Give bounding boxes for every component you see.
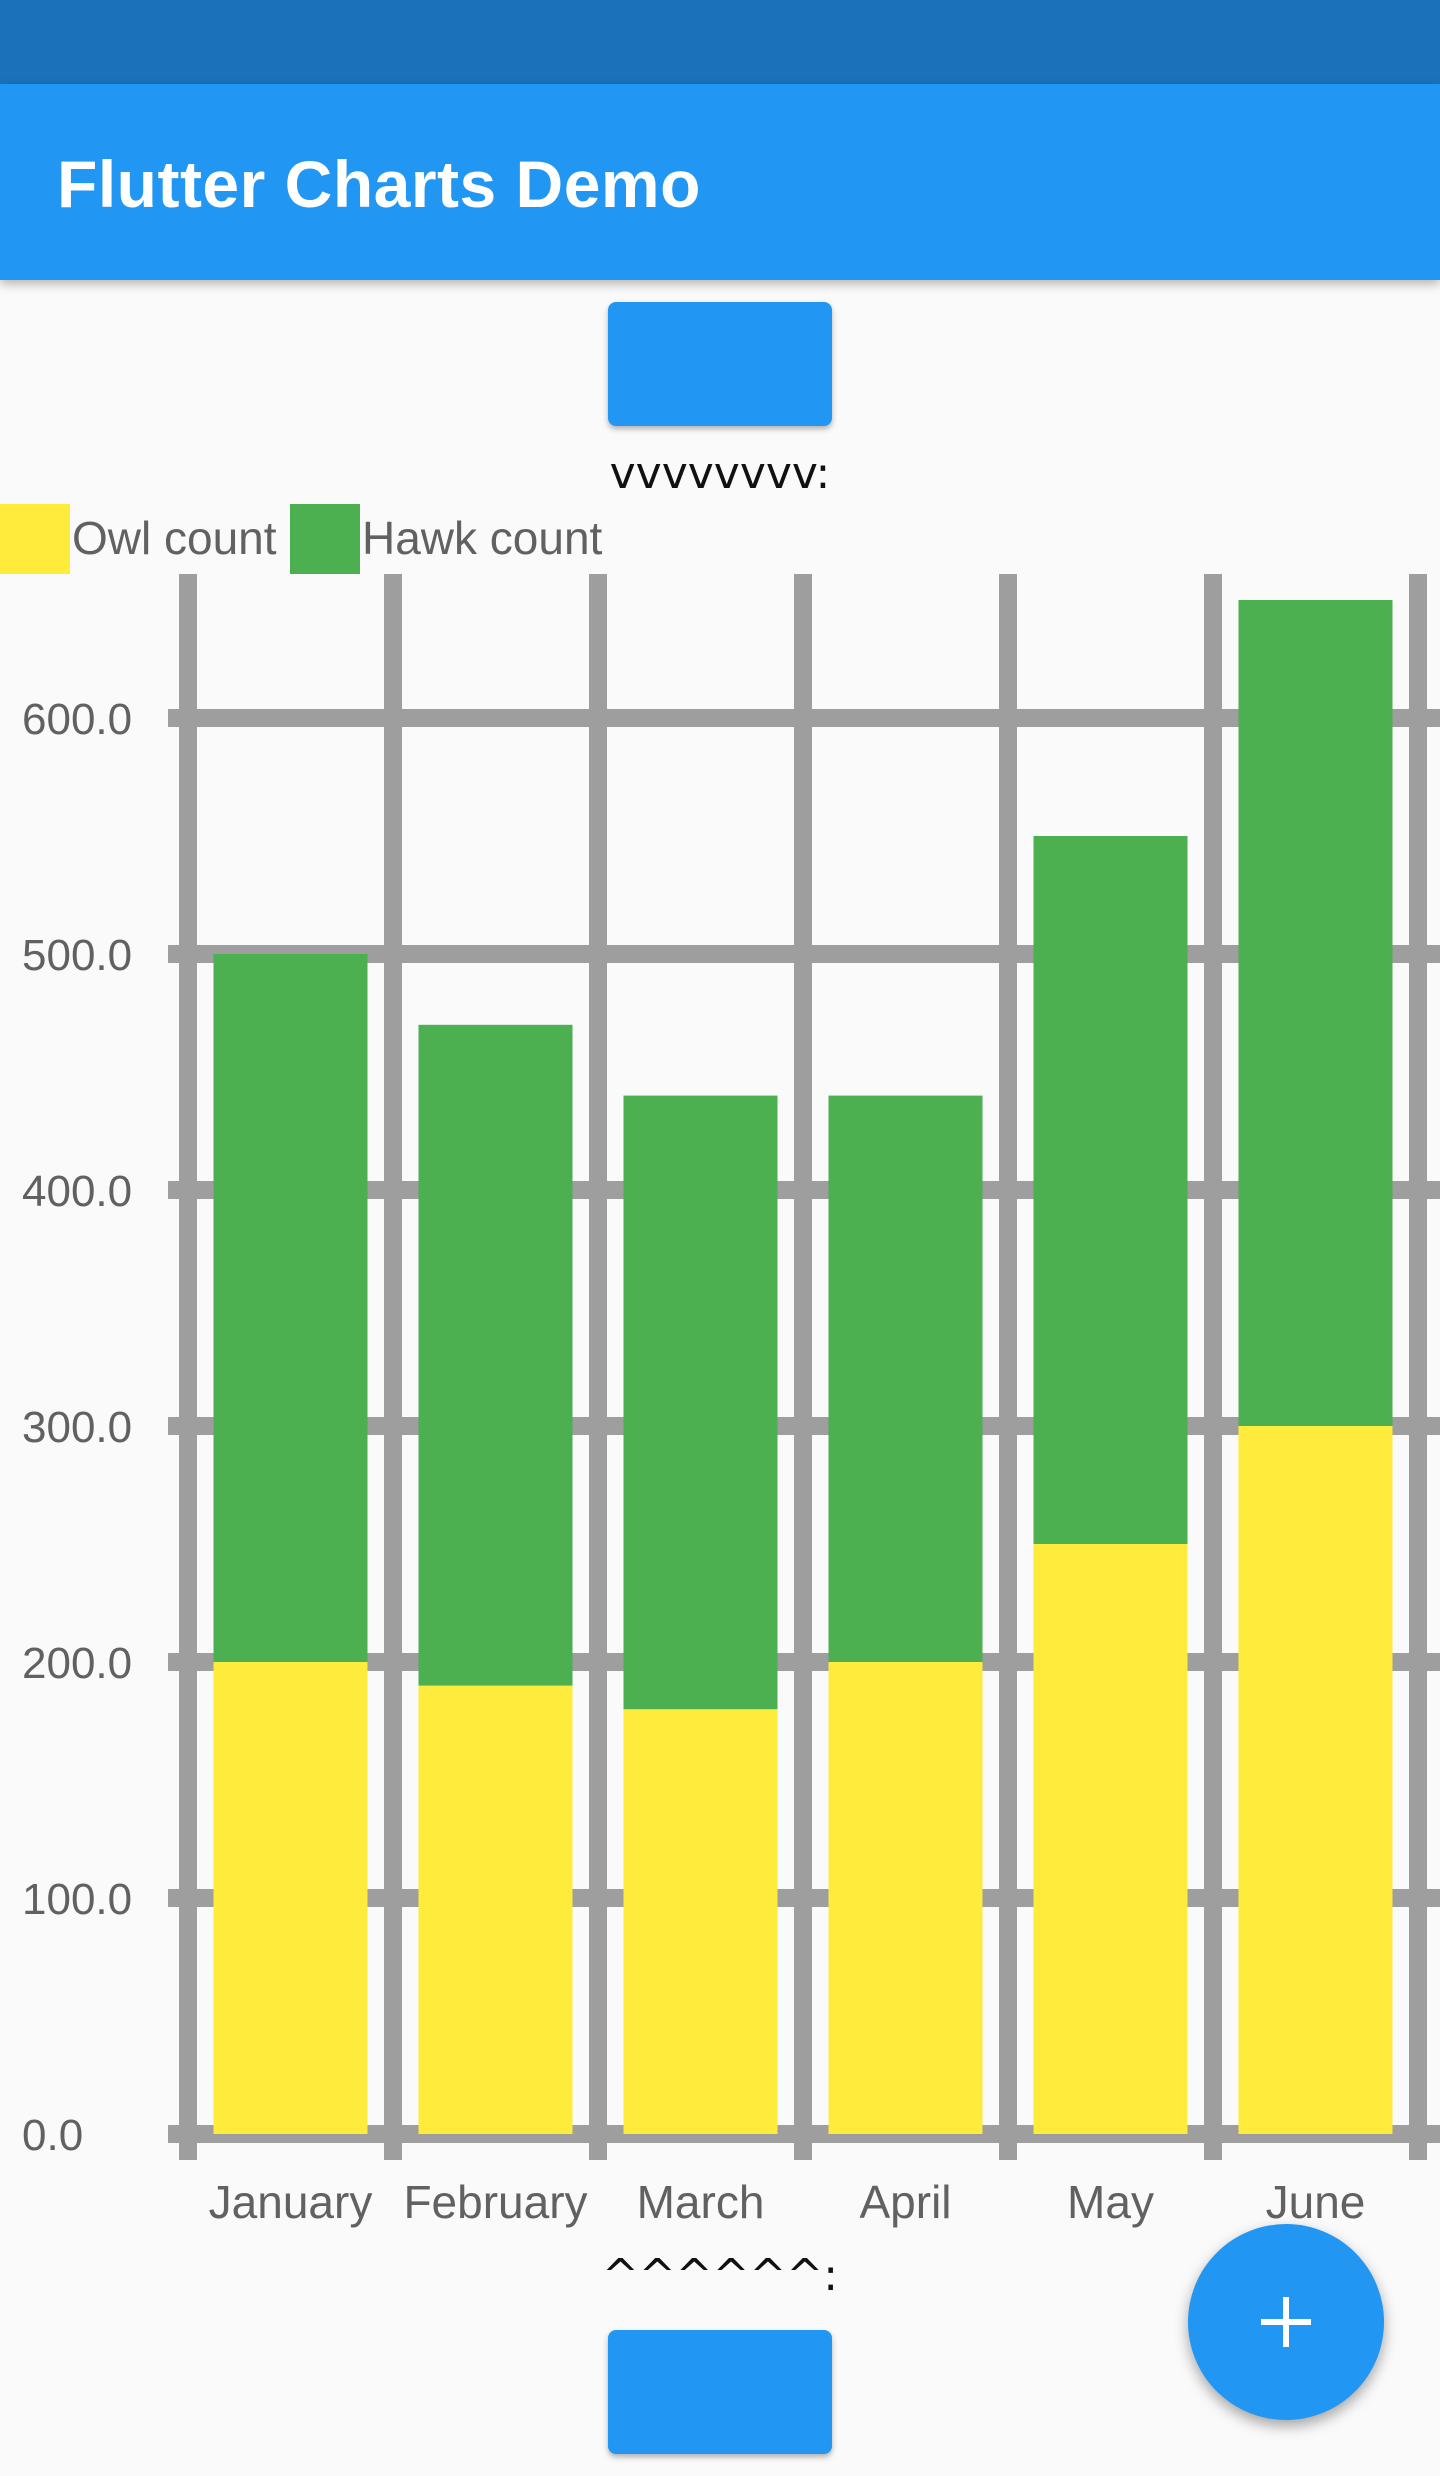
y-tick-label: 200.0 — [22, 1639, 132, 1688]
x-tick-label: May — [1067, 2176, 1154, 2228]
grid-line-v — [1204, 574, 1222, 2160]
y-tick-label: 600.0 — [22, 695, 132, 744]
legend-label: Owl count — [72, 512, 277, 564]
bar-owl — [213, 1662, 368, 2134]
legend-label: Hawk count — [362, 512, 603, 564]
y-tick-label: 500.0 — [22, 931, 132, 980]
x-tick-label: March — [637, 2176, 765, 2228]
legend-swatch — [0, 504, 70, 574]
x-tick-label: January — [209, 2176, 373, 2228]
bar-owl — [418, 1685, 573, 2134]
grid-line-v — [794, 574, 812, 2160]
bar-hawk — [828, 1095, 983, 1662]
stacked-bar-chart: January February March April May June 0.0 100.0… — [0, 504, 1440, 2228]
bar-hawk — [418, 1024, 573, 1686]
bar-owl — [828, 1662, 983, 2134]
app-bar: Flutter Charts Demo — [0, 84, 1440, 280]
y-tick-label: 400.0 — [22, 1167, 132, 1216]
y-tick-label: 0.0 — [22, 2111, 83, 2160]
app-title: Flutter Charts Demo — [57, 147, 701, 221]
legend-swatch — [290, 504, 360, 574]
bar-owl — [1238, 1426, 1393, 2134]
grid-line-v — [999, 574, 1017, 2160]
bar-hawk — [623, 1095, 778, 1710]
bar-owl — [1033, 1544, 1188, 2134]
top-button[interactable] — [608, 302, 832, 426]
bottom-marker-text: ^^^^^^: — [601, 2250, 839, 2301]
add-fab-button[interactable] — [1188, 2224, 1384, 2420]
grid-line-v — [1409, 574, 1427, 2160]
y-tick-label: 100.0 — [22, 1875, 132, 1924]
x-tick-label: April — [859, 2176, 951, 2228]
top-marker-text: vvvvvvvv: — [609, 448, 831, 499]
x-tick-label: February — [403, 2176, 587, 2228]
grid-line-v — [589, 574, 607, 2160]
status-bar — [0, 0, 1440, 84]
bar-owl — [623, 1709, 778, 2134]
bar-hawk — [1033, 836, 1188, 1544]
bottom-button[interactable] — [608, 2330, 832, 2454]
grid-line-v — [384, 574, 402, 2160]
grid-line-v — [179, 574, 197, 2160]
x-tick-label: June — [1266, 2176, 1366, 2228]
plus-icon — [1261, 2297, 1311, 2347]
bar-hawk — [213, 954, 368, 1662]
y-tick-label: 300.0 — [22, 1403, 132, 1452]
bar-hawk — [1238, 600, 1393, 1426]
